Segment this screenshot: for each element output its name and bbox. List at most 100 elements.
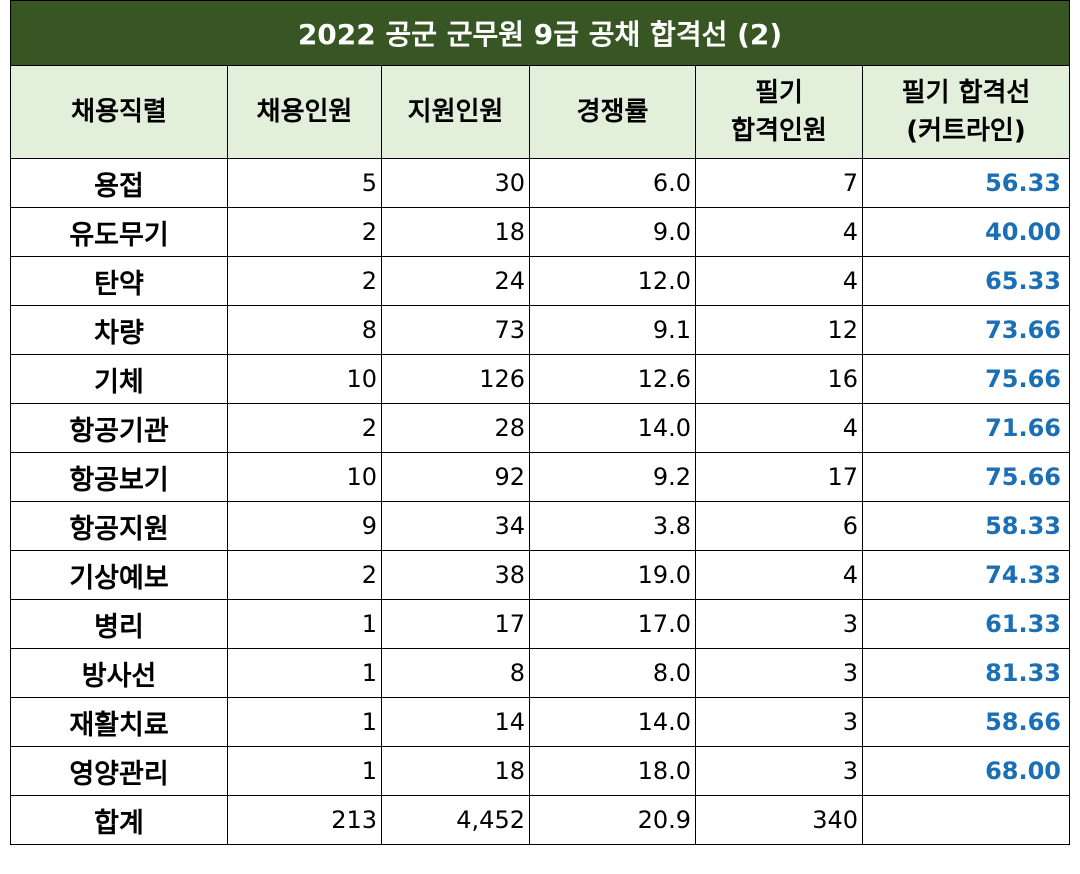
written-pass-count-cell: 6 <box>695 501 863 551</box>
table-row: 기체 10 126 12.6 16 75.66 <box>10 354 1070 404</box>
written-pass-count-cell: 3 <box>695 648 863 698</box>
written-pass-count-cell: 3 <box>695 746 863 796</box>
applicant-count-cell: 92 <box>381 452 530 502</box>
written-pass-count-cell: 3 <box>695 697 863 747</box>
written-pass-count-cell: 17 <box>695 452 863 502</box>
results-sheet: 2022 공군 군무원 9급 공채 합격선 (2) 채용직렬 채용인원 지원인원… <box>10 0 1070 845</box>
cutoff-score-cell: 68.00 <box>862 746 1070 796</box>
cutoff-score-cell: 75.66 <box>862 452 1070 502</box>
applicant-count-cell: 126 <box>381 354 530 404</box>
table-row: 탄약 2 24 12.0 4 65.33 <box>10 256 1070 306</box>
hire-count-cell: 10 <box>227 354 382 404</box>
competition-ratio-cell: 14.0 <box>529 403 696 453</box>
applicant-count-cell: 4,452 <box>381 795 530 845</box>
position-cell: 항공지원 <box>10 501 228 551</box>
position-cell: 차량 <box>10 305 228 355</box>
hire-count-cell: 1 <box>227 648 382 698</box>
applicant-count-cell: 28 <box>381 403 530 453</box>
competition-ratio-cell: 19.0 <box>529 550 696 600</box>
table-row: 용접 5 30 6.0 7 56.33 <box>10 158 1070 208</box>
table-body: 용접 5 30 6.0 7 56.33 유도무기 2 18 9.0 4 40.00 탄약 2 24 12.0 4… <box>10 158 1070 845</box>
header-position: 채용직렬 <box>10 65 228 159</box>
header-row: 채용직렬 채용인원 지원인원 경쟁률 필기 합격인원 필기 합격선 (커트라인) <box>10 65 1070 159</box>
header-competition-ratio: 경쟁률 <box>529 65 696 159</box>
table-row: 차량 8 73 9.1 12 73.66 <box>10 305 1070 355</box>
applicant-count-cell: 24 <box>381 256 530 306</box>
table-row: 합계 213 4,452 20.9 340 <box>10 795 1070 845</box>
position-cell: 유도무기 <box>10 207 228 257</box>
competition-ratio-cell: 18.0 <box>529 746 696 796</box>
competition-ratio-cell: 8.0 <box>529 648 696 698</box>
applicant-count-cell: 17 <box>381 599 530 649</box>
hire-count-cell: 9 <box>227 501 382 551</box>
cutoff-score-cell: 81.33 <box>862 648 1070 698</box>
applicant-count-cell: 18 <box>381 207 530 257</box>
cutoff-score-cell <box>862 795 1070 845</box>
written-pass-count-cell: 4 <box>695 403 863 453</box>
hire-count-cell: 2 <box>227 256 382 306</box>
table-row: 항공기관 2 28 14.0 4 71.66 <box>10 403 1070 453</box>
table-row: 기상예보 2 38 19.0 4 74.33 <box>10 550 1070 600</box>
table-row: 방사선 1 8 8.0 3 81.33 <box>10 648 1070 698</box>
table-row: 재활치료 1 14 14.0 3 58.66 <box>10 697 1070 747</box>
cutoff-score-cell: 58.66 <box>862 697 1070 747</box>
hire-count-cell: 213 <box>227 795 382 845</box>
header-applicant-count: 지원인원 <box>381 65 530 159</box>
applicant-count-cell: 30 <box>381 158 530 208</box>
header-written-pass-count: 필기 합격인원 <box>695 65 863 159</box>
competition-ratio-cell: 9.1 <box>529 305 696 355</box>
position-cell: 재활치료 <box>10 697 228 747</box>
hire-count-cell: 1 <box>227 599 382 649</box>
competition-ratio-cell: 14.0 <box>529 697 696 747</box>
competition-ratio-cell: 20.9 <box>529 795 696 845</box>
applicant-count-cell: 34 <box>381 501 530 551</box>
position-cell: 항공기관 <box>10 403 228 453</box>
applicant-count-cell: 8 <box>381 648 530 698</box>
cutoff-score-cell: 58.33 <box>862 501 1070 551</box>
written-pass-count-cell: 7 <box>695 158 863 208</box>
competition-ratio-cell: 6.0 <box>529 158 696 208</box>
cutoff-score-cell: 73.66 <box>862 305 1070 355</box>
cutoff-score-cell: 40.00 <box>862 207 1070 257</box>
hire-count-cell: 8 <box>227 305 382 355</box>
header-written-cutoff: 필기 합격선 (커트라인) <box>862 65 1070 159</box>
written-pass-count-cell: 4 <box>695 550 863 600</box>
competition-ratio-cell: 12.0 <box>529 256 696 306</box>
position-cell: 기상예보 <box>10 550 228 600</box>
applicant-count-cell: 73 <box>381 305 530 355</box>
hire-count-cell: 2 <box>227 207 382 257</box>
written-pass-count-cell: 12 <box>695 305 863 355</box>
position-cell: 항공보기 <box>10 452 228 502</box>
hire-count-cell: 1 <box>227 746 382 796</box>
position-cell: 방사선 <box>10 648 228 698</box>
position-cell: 영양관리 <box>10 746 228 796</box>
applicant-count-cell: 14 <box>381 697 530 747</box>
cutoff-score-cell: 56.33 <box>862 158 1070 208</box>
applicant-count-cell: 18 <box>381 746 530 796</box>
written-pass-count-cell: 16 <box>695 354 863 404</box>
position-cell: 기체 <box>10 354 228 404</box>
written-pass-count-cell: 4 <box>695 256 863 306</box>
header-hire-count: 채용인원 <box>227 65 382 159</box>
applicant-count-cell: 38 <box>381 550 530 600</box>
written-pass-count-cell: 3 <box>695 599 863 649</box>
competition-ratio-cell: 3.8 <box>529 501 696 551</box>
competition-ratio-cell: 17.0 <box>529 599 696 649</box>
written-pass-count-cell: 4 <box>695 207 863 257</box>
table-row: 영양관리 1 18 18.0 3 68.00 <box>10 746 1070 796</box>
competition-ratio-cell: 12.6 <box>529 354 696 404</box>
position-cell: 용접 <box>10 158 228 208</box>
cutoff-score-cell: 61.33 <box>862 599 1070 649</box>
hire-count-cell: 10 <box>227 452 382 502</box>
table-title: 2022 공군 군무원 9급 공채 합격선 (2) <box>10 0 1070 66</box>
cutoff-score-cell: 71.66 <box>862 403 1070 453</box>
hire-count-cell: 2 <box>227 550 382 600</box>
competition-ratio-cell: 9.0 <box>529 207 696 257</box>
written-pass-count-cell: 340 <box>695 795 863 845</box>
table-row: 병리 1 17 17.0 3 61.33 <box>10 599 1070 649</box>
cutoff-score-cell: 74.33 <box>862 550 1070 600</box>
competition-ratio-cell: 9.2 <box>529 452 696 502</box>
cutoff-table: 2022 공군 군무원 9급 공채 합격선 (2) 채용직렬 채용인원 지원인원… <box>10 0 1070 845</box>
position-cell: 탄약 <box>10 256 228 306</box>
table-row: 항공보기 10 92 9.2 17 75.66 <box>10 452 1070 502</box>
